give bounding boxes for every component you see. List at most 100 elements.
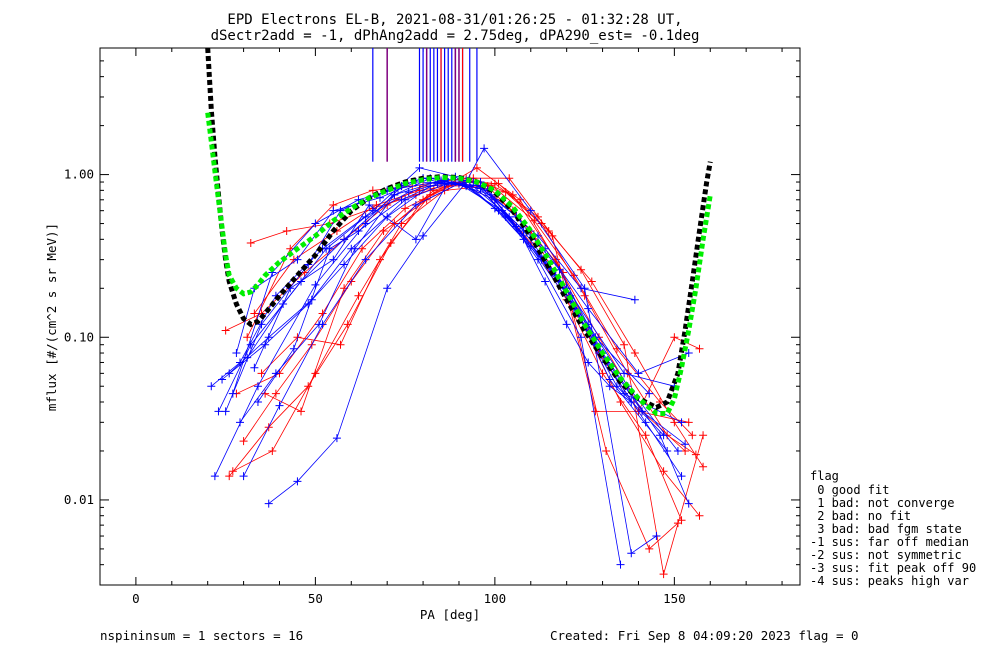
blue-series-point <box>350 244 359 253</box>
flag-legend-line: -2 sus: not symmetric <box>810 548 962 562</box>
blue-series-point <box>207 382 216 391</box>
red-series-point <box>691 450 700 459</box>
blue-series-point <box>411 201 420 210</box>
red-series-point <box>577 265 586 274</box>
blue-series-point <box>354 227 363 236</box>
red-series-point <box>641 431 650 440</box>
blue-series-point <box>332 434 341 443</box>
x-axis-label: PA [deg] <box>420 607 480 622</box>
flag-legend-line: 3 bad: bad fgm state <box>810 522 962 536</box>
red-series-point <box>587 277 596 286</box>
y-tick-label: 0.10 <box>64 329 94 344</box>
red-series-point <box>645 544 654 553</box>
blue-series-point <box>656 431 664 440</box>
red-series-point <box>591 407 600 416</box>
blue-series-point <box>325 244 334 253</box>
blue-series-point <box>684 349 693 358</box>
plot-frame <box>99 47 801 586</box>
blue-series-line <box>228 181 664 436</box>
blue-series-point <box>314 320 323 329</box>
blue-series-line <box>214 177 632 477</box>
blue-series-point <box>383 284 392 293</box>
red-series-point <box>386 238 395 247</box>
red-series-point <box>271 389 280 398</box>
red-series-point <box>257 369 266 378</box>
red-series-line <box>250 181 697 455</box>
blue-series-point <box>577 284 586 293</box>
footer-left: nspininsum = 1 sectors = 16 <box>100 628 303 643</box>
chart-title-line2: dSectr2add = -1, dPhAng2add = 2.75deg, d… <box>211 28 700 44</box>
blue-series-line <box>246 181 668 452</box>
red-series-point <box>548 231 557 240</box>
red-series-point <box>659 467 668 476</box>
flag-legend-line: 0 good fit <box>810 483 889 497</box>
blue-series-point <box>616 560 625 569</box>
red-series-point <box>243 333 252 342</box>
blue-series-point <box>289 344 298 353</box>
footer-right: Created: Fri Sep 8 04:09:20 2023 flag = … <box>550 628 859 643</box>
red-series-point <box>699 431 708 440</box>
x-tick-label: 50 <box>308 591 323 606</box>
blue-series-point <box>415 163 424 172</box>
red-series-point <box>282 227 291 236</box>
blue-series-point <box>228 389 237 398</box>
red-series-point <box>681 446 690 455</box>
blue-series-point <box>210 472 219 481</box>
y-tick-label: 1.00 <box>64 167 94 182</box>
flag-legend-line: 2 bad: no fit <box>810 509 911 523</box>
blue-series-point <box>605 375 614 384</box>
red-series-point <box>630 349 639 358</box>
blue-series-point <box>627 397 636 406</box>
red-series-line <box>228 167 679 550</box>
axis-ticks: 0 50 100 150 0.01 0.10 1.00 <box>64 47 800 606</box>
red-series-point <box>304 382 313 391</box>
red-series-point <box>472 163 481 172</box>
red-series-line <box>264 177 686 452</box>
x-tick-label: 0 <box>132 591 140 606</box>
red-series-point <box>401 204 410 213</box>
blue-series-point <box>293 477 302 486</box>
red-series-point <box>376 255 384 264</box>
blue-series-point <box>677 418 686 427</box>
red-series-point <box>620 340 629 349</box>
blue-series-point <box>264 333 273 342</box>
chart-title-line1: EPD Electrons EL-B, 2021-08-31/01:26:25 … <box>227 12 682 28</box>
red-series-point <box>616 397 625 406</box>
blue-series-point <box>677 472 686 481</box>
blue-series-point <box>340 260 349 269</box>
flag-legend-line: -3 sus: fit peak off 90 <box>810 561 976 575</box>
blue-series-line <box>239 177 686 445</box>
blue-series-point <box>652 532 661 541</box>
blue-series-point <box>526 206 535 215</box>
red-series-point <box>695 511 704 520</box>
red-series-point <box>221 326 230 335</box>
blue-series-point <box>271 369 280 378</box>
blue-series-point <box>419 231 428 240</box>
red-series-point <box>268 446 277 455</box>
blue-series-point <box>253 382 262 391</box>
red-series-point <box>670 333 679 342</box>
red-series-point <box>379 227 388 236</box>
blue-series-point <box>641 418 650 427</box>
red-series-point <box>670 418 679 427</box>
blue-series-point <box>411 235 420 244</box>
blue-series-point <box>620 389 629 398</box>
blue-series-point <box>250 363 259 372</box>
blue-series-point <box>634 369 643 378</box>
y-tick-label: 0.01 <box>64 492 94 507</box>
red-series-point <box>336 340 345 349</box>
blue-series-point <box>577 333 586 342</box>
red-series-point <box>684 418 693 427</box>
blue-series-point <box>494 206 503 215</box>
blue-series-point <box>293 255 302 264</box>
flag-legend-line: 1 bad: not converge <box>810 496 955 510</box>
blue-series-point <box>404 188 413 197</box>
blue-series-line <box>232 180 635 394</box>
blue-series-point <box>239 472 248 481</box>
blue-series-point <box>304 300 313 309</box>
blue-series-point <box>673 446 682 455</box>
x-tick-label: 150 <box>663 591 686 606</box>
blue-series-point <box>645 389 654 398</box>
red-series-point <box>239 437 248 446</box>
flag-legend-line: -1 sus: far off median <box>810 535 969 549</box>
